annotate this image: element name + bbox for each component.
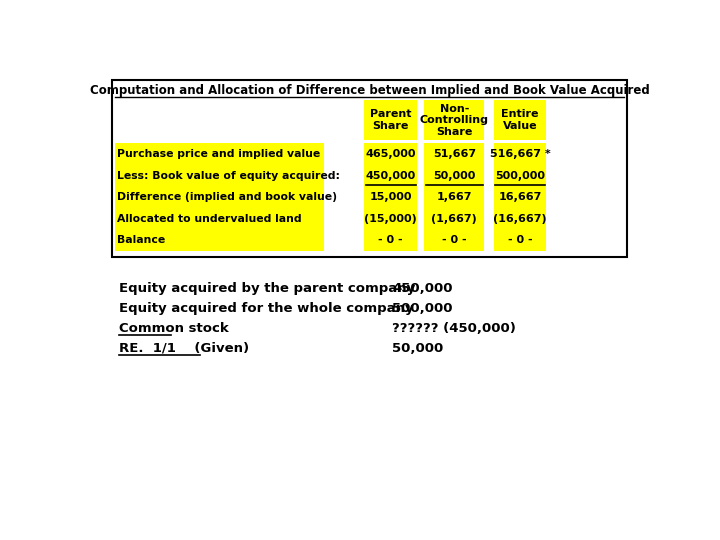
- FancyBboxPatch shape: [424, 208, 485, 230]
- Text: Computation and Allocation of Difference between Implied and Book Value Acquired: Computation and Allocation of Difference…: [89, 84, 649, 98]
- FancyBboxPatch shape: [494, 165, 546, 186]
- Text: 516,667 *: 516,667 *: [490, 149, 551, 159]
- Text: Parent
Share: Parent Share: [370, 110, 411, 131]
- FancyBboxPatch shape: [364, 208, 417, 230]
- Text: Purchase price and implied value: Purchase price and implied value: [117, 149, 320, 159]
- Text: 50,000: 50,000: [392, 342, 444, 355]
- FancyBboxPatch shape: [494, 186, 546, 208]
- Text: Common stock: Common stock: [120, 322, 229, 335]
- FancyBboxPatch shape: [494, 208, 546, 230]
- Text: 500,000: 500,000: [495, 171, 545, 181]
- Text: (1,667): (1,667): [431, 214, 477, 224]
- Text: Allocated to undervalued land: Allocated to undervalued land: [117, 214, 302, 224]
- FancyBboxPatch shape: [364, 143, 417, 165]
- FancyBboxPatch shape: [424, 143, 485, 165]
- Text: Difference (implied and book value): Difference (implied and book value): [117, 192, 337, 202]
- Text: 15,000: 15,000: [369, 192, 412, 202]
- FancyBboxPatch shape: [494, 143, 546, 165]
- Text: 450,000: 450,000: [366, 171, 416, 181]
- Text: 465,000: 465,000: [366, 149, 416, 159]
- FancyBboxPatch shape: [364, 165, 417, 186]
- Text: (16,667): (16,667): [493, 214, 547, 224]
- FancyBboxPatch shape: [364, 230, 417, 251]
- Text: Non-
Controlling
Share: Non- Controlling Share: [420, 104, 489, 137]
- FancyBboxPatch shape: [424, 230, 485, 251]
- Text: RE.  1/1    (Given): RE. 1/1 (Given): [120, 342, 250, 355]
- Text: Entire
Value: Entire Value: [501, 110, 539, 131]
- Text: ?????? (450,000): ?????? (450,000): [392, 322, 516, 335]
- Text: 1,667: 1,667: [436, 192, 472, 202]
- Text: 500,000: 500,000: [392, 302, 453, 315]
- FancyBboxPatch shape: [114, 186, 324, 208]
- Text: (15,000): (15,000): [364, 214, 417, 224]
- FancyBboxPatch shape: [494, 100, 546, 140]
- FancyBboxPatch shape: [424, 100, 485, 140]
- Text: 16,667: 16,667: [498, 192, 542, 202]
- FancyBboxPatch shape: [494, 230, 546, 251]
- FancyBboxPatch shape: [364, 186, 417, 208]
- Text: 50,000: 50,000: [433, 171, 475, 181]
- FancyBboxPatch shape: [114, 165, 324, 186]
- Text: 450,000: 450,000: [392, 281, 453, 295]
- Text: - 0 -: - 0 -: [442, 235, 467, 245]
- Text: Equity acquired by the parent company: Equity acquired by the parent company: [120, 281, 415, 295]
- Text: - 0 -: - 0 -: [508, 235, 532, 245]
- FancyBboxPatch shape: [112, 80, 627, 257]
- FancyBboxPatch shape: [424, 165, 485, 186]
- Text: Balance: Balance: [117, 235, 166, 245]
- Text: Equity acquired for the whole company: Equity acquired for the whole company: [120, 302, 414, 315]
- FancyBboxPatch shape: [114, 143, 324, 165]
- FancyBboxPatch shape: [424, 186, 485, 208]
- Text: - 0 -: - 0 -: [379, 235, 403, 245]
- Text: 51,667: 51,667: [433, 149, 476, 159]
- FancyBboxPatch shape: [114, 230, 324, 251]
- FancyBboxPatch shape: [364, 100, 417, 140]
- Text: Less: Book value of equity acquired:: Less: Book value of equity acquired:: [117, 171, 340, 181]
- FancyBboxPatch shape: [114, 208, 324, 230]
